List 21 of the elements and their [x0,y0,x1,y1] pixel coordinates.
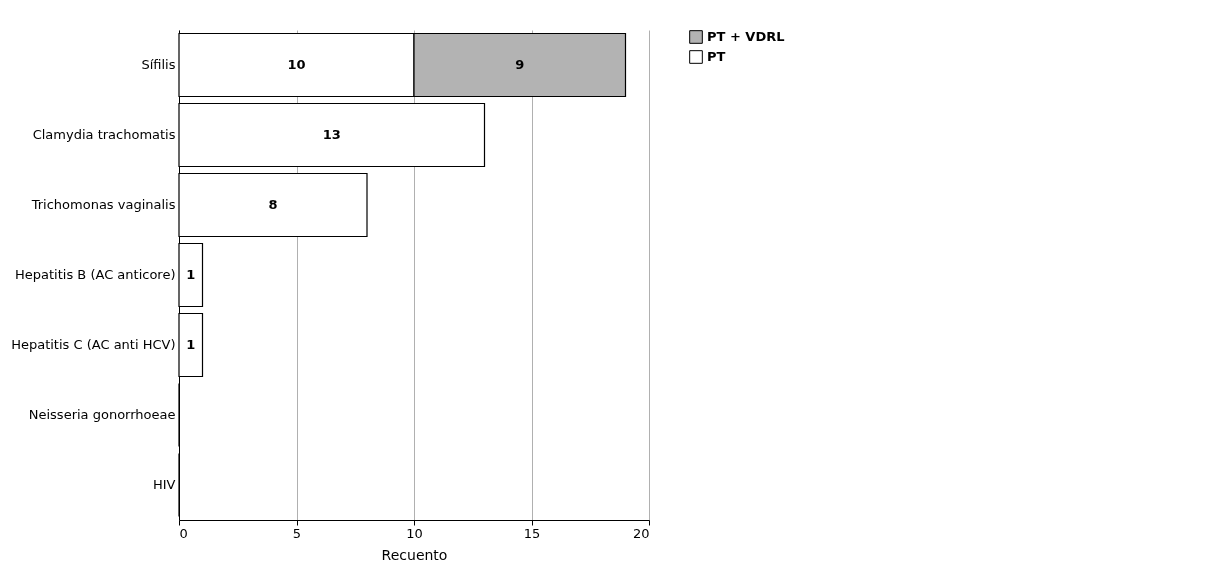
x-tick-label: 20 [632,525,650,541]
y-tick-label: Sífilis [141,57,176,72]
x-tick-label: 10 [406,525,423,541]
x-tick-label: 0 [179,525,188,541]
data-label: 1 [186,267,196,282]
x-axis-title: Recuento [381,546,448,563]
data-label: 9 [515,57,525,72]
y-tick-label: Hepatitis C (AC anti HCV) [11,337,176,352]
x-tick-label: 15 [523,525,541,541]
data-label: 1 [186,337,196,352]
y-tick-label: Neisseria gonorrhoeae [28,407,176,422]
y-tick-label: HIV [152,477,176,492]
data-label: 8 [268,197,278,212]
y-tick-label: Trichomonas vaginalis [30,197,176,212]
data-label: 13 [322,127,341,142]
data-label: 10 [287,57,306,72]
y-tick-label: Clamydia trachomatis [32,127,176,142]
legend-label: PT [707,49,726,64]
y-tick-label: Hepatitis B (AC anticore) [15,267,176,282]
legend-label: PT + VDRL [707,29,785,44]
x-tick-label: 5 [292,525,302,541]
